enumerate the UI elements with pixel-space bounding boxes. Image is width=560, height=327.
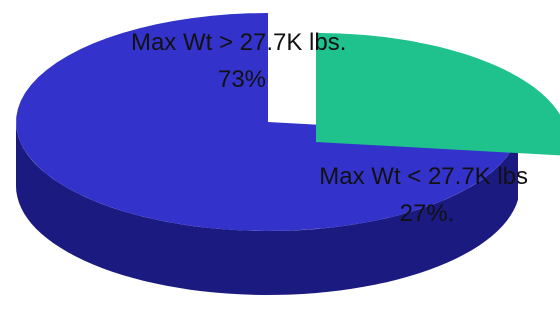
pie-slice-max-wt-over — [16, 13, 518, 231]
slice-label-max-wt-over-line2: 73% — [218, 66, 266, 93]
pie-slice-max-wt-under — [316, 33, 560, 156]
slice-label-max-wt-under: Max Wt < 27.7K lbs 27%. — [319, 163, 534, 227]
slice-label-max-wt-over-line1: Max Wt > 27.7K lbs. — [131, 29, 346, 56]
slice-label-max-wt-over: Max Wt > 27.7K lbs. 73% — [131, 29, 353, 93]
pie-slice-group-max-wt-over — [16, 13, 518, 295]
pie-slice-side-max-wt-over — [16, 122, 518, 295]
slice-label-max-wt-under-line2: 27%. — [400, 200, 455, 227]
slice-label-max-wt-under-line1: Max Wt < 27.7K lbs — [319, 163, 528, 190]
pie-slice-group-max-wt-under — [316, 33, 560, 156]
